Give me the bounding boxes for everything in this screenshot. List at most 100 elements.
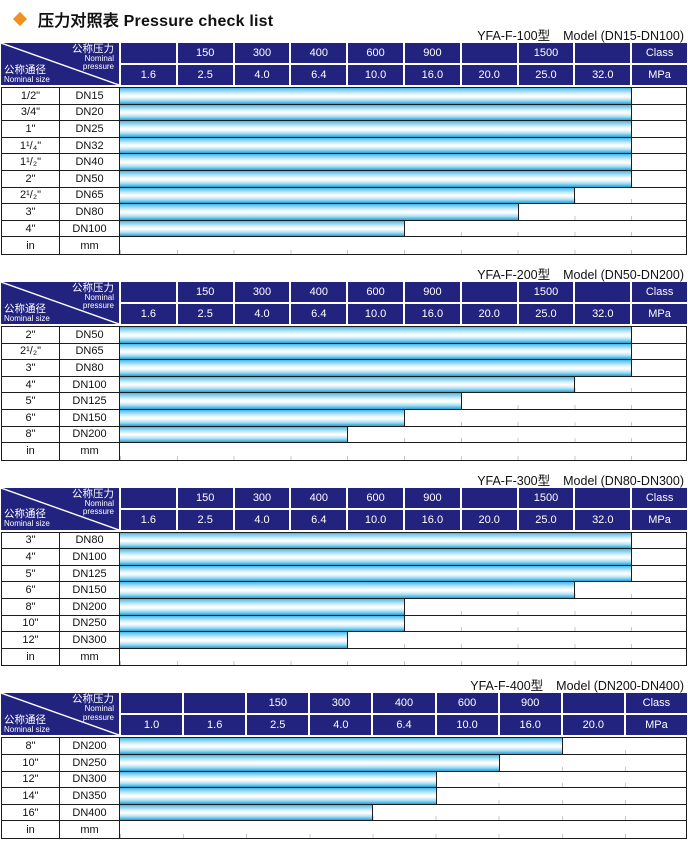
row-dn-cell: DN150 [60, 409, 120, 426]
table-subtitle: YFA-F-100型 Model (DN15-DN100) [1, 30, 687, 43]
table-body: 1/2" DN15 3/4" DN20 1" DN25 1¹/₄" DN32 1¹/₂" DN40… [1, 87, 687, 255]
table-subtitle: YFA-F-300型 Model (DN80-DN300) [1, 473, 687, 488]
bar-track [120, 343, 686, 360]
row-size-cell: 12" [2, 632, 60, 648]
pressure-bar [120, 170, 633, 187]
pressure-table-block: YFA-F-200型 Model (DN50-DN200) 公称压力 Nominal p… [1, 268, 687, 461]
class-header-cell [461, 281, 517, 302]
pressure-bar [120, 632, 349, 648]
mpa-header-cell: 6.4 [373, 715, 435, 736]
bar-track [120, 204, 686, 220]
table-body: 2" DN50 2¹/₂" DN65 3" DN80 4" DN100 5" DN125 6" DN1… [1, 325, 687, 461]
pressure-bar [120, 204, 519, 220]
row-dn-cell: DN50 [60, 326, 120, 343]
class-header-cell [575, 281, 631, 302]
bar-track [120, 771, 686, 788]
row-size-cell: 4" [2, 220, 60, 237]
row-size-cell: 1¹/₄" [2, 137, 60, 154]
table-header: 公称压力 Nominal pressure 公称通径 Nominal size 150 30… [1, 43, 687, 85]
row-size-cell: 1¹/₂" [2, 154, 60, 170]
row-dn-cell: mm [60, 237, 120, 254]
pressure-bar [120, 532, 633, 549]
mpa-header-cell: 6.4 [291, 303, 347, 324]
row-size-cell: 3" [2, 204, 60, 220]
mpa-header-cell: 1.0 [121, 715, 183, 736]
class-header-cell [121, 281, 176, 302]
unit-row: in mm [2, 237, 686, 254]
table-header: 公称压力 Nominal pressure 公称通径 Nominal size 150 30… [1, 281, 687, 324]
pressure-bar [120, 755, 500, 771]
mpa-header-row: 1.6 2.5 4.0 6.4 10.0 16.0 20.0 25.0 32.0 MPa [121, 303, 687, 324]
class-header-cell: 150 [177, 281, 233, 302]
pressure-bar [120, 121, 633, 137]
bar-track [120, 821, 686, 838]
mpa-header-cell: MPa [632, 303, 687, 324]
mpa-header-cell: 10.0 [348, 509, 403, 530]
corner-cell: 公称压力 Nominal pressure 公称通径 Nominal size [1, 281, 119, 324]
mpa-header-cell: 16.0 [404, 303, 460, 324]
class-header-cell: 1500 [518, 487, 574, 508]
model-range: Model (DN80-DN300) [563, 473, 684, 488]
row-dn-cell: DN300 [60, 632, 120, 648]
mpa-header-row: 1.0 1.6 2.5 4.0 6.4 10.0 16.0 20.0 MPa [121, 715, 687, 736]
bar-track [120, 237, 686, 254]
row-size-cell: in [2, 443, 60, 460]
mpa-header-cell: 20.0 [562, 715, 624, 736]
bar-track [120, 755, 686, 771]
nominal-pressure-label: 公称压力 Nominal pressure [72, 281, 114, 311]
row-size-cell: 2¹/₂" [2, 187, 60, 204]
bar-track [120, 170, 686, 187]
mpa-header-cell: 1.6 [121, 509, 176, 530]
row-dn-cell: DN250 [60, 615, 120, 632]
pressure-bar [120, 154, 633, 170]
pressure-bar [120, 582, 576, 599]
mpa-header-cell: 20.0 [461, 303, 517, 324]
mpa-header-cell: 4.0 [310, 715, 372, 736]
mpa-header-cell: 25.0 [518, 509, 574, 530]
row-dn-cell: DN32 [60, 137, 120, 154]
unit-row: in mm [2, 443, 686, 460]
pressure-bar [120, 788, 437, 804]
row-dn-cell: DN250 [60, 755, 120, 771]
pressure-bar [120, 393, 462, 409]
pressure-bar [120, 804, 374, 821]
class-header-cell [184, 693, 246, 714]
nominal-size-label: 公称通径 Nominal size [4, 63, 50, 84]
row-dn-cell: DN25 [60, 121, 120, 137]
pressure-bar [120, 549, 633, 565]
mpa-header-cell: 2.5 [177, 65, 233, 85]
mpa-header-cell: 25.0 [518, 65, 574, 85]
bar-track [120, 220, 686, 237]
bar-track [120, 648, 686, 666]
row-dn-cell: DN400 [60, 804, 120, 821]
bar-track [120, 443, 686, 460]
class-header-cell: 600 [348, 487, 403, 508]
class-header-cell: 600 [436, 693, 498, 714]
mpa-header-cell: 1.6 [121, 303, 176, 324]
class-header-cell: 900 [404, 487, 460, 508]
bar-track [120, 393, 686, 409]
class-header-cell: 900 [404, 281, 460, 302]
row-size-cell: in [2, 237, 60, 254]
row-dn-cell: mm [60, 821, 120, 838]
diagonal-line [1, 281, 119, 324]
class-header-cell: 150 [177, 487, 233, 508]
nominal-pressure-label: 公称压力 Nominal pressure [72, 693, 114, 722]
pressure-bar [120, 343, 633, 360]
bar-track [120, 426, 686, 443]
row-size-cell: 14" [2, 788, 60, 804]
class-header-cell [575, 487, 631, 508]
bar-track [120, 409, 686, 426]
pressure-bar [120, 137, 633, 154]
class-header-cell: 400 [291, 281, 347, 302]
mpa-header-cell: MPa [632, 509, 687, 530]
table-row: 10" DN250 [2, 615, 686, 633]
mpa-header-cell: 2.5 [247, 715, 309, 736]
model-range: Model (DN200-DN400) [556, 679, 684, 694]
row-dn-cell: DN20 [60, 104, 120, 121]
table-row: 2" DN50 [2, 170, 686, 188]
row-dn-cell: DN65 [60, 343, 120, 360]
bar-track [120, 360, 686, 376]
class-header-cell: 300 [234, 43, 290, 63]
class-header-cell [461, 487, 517, 508]
